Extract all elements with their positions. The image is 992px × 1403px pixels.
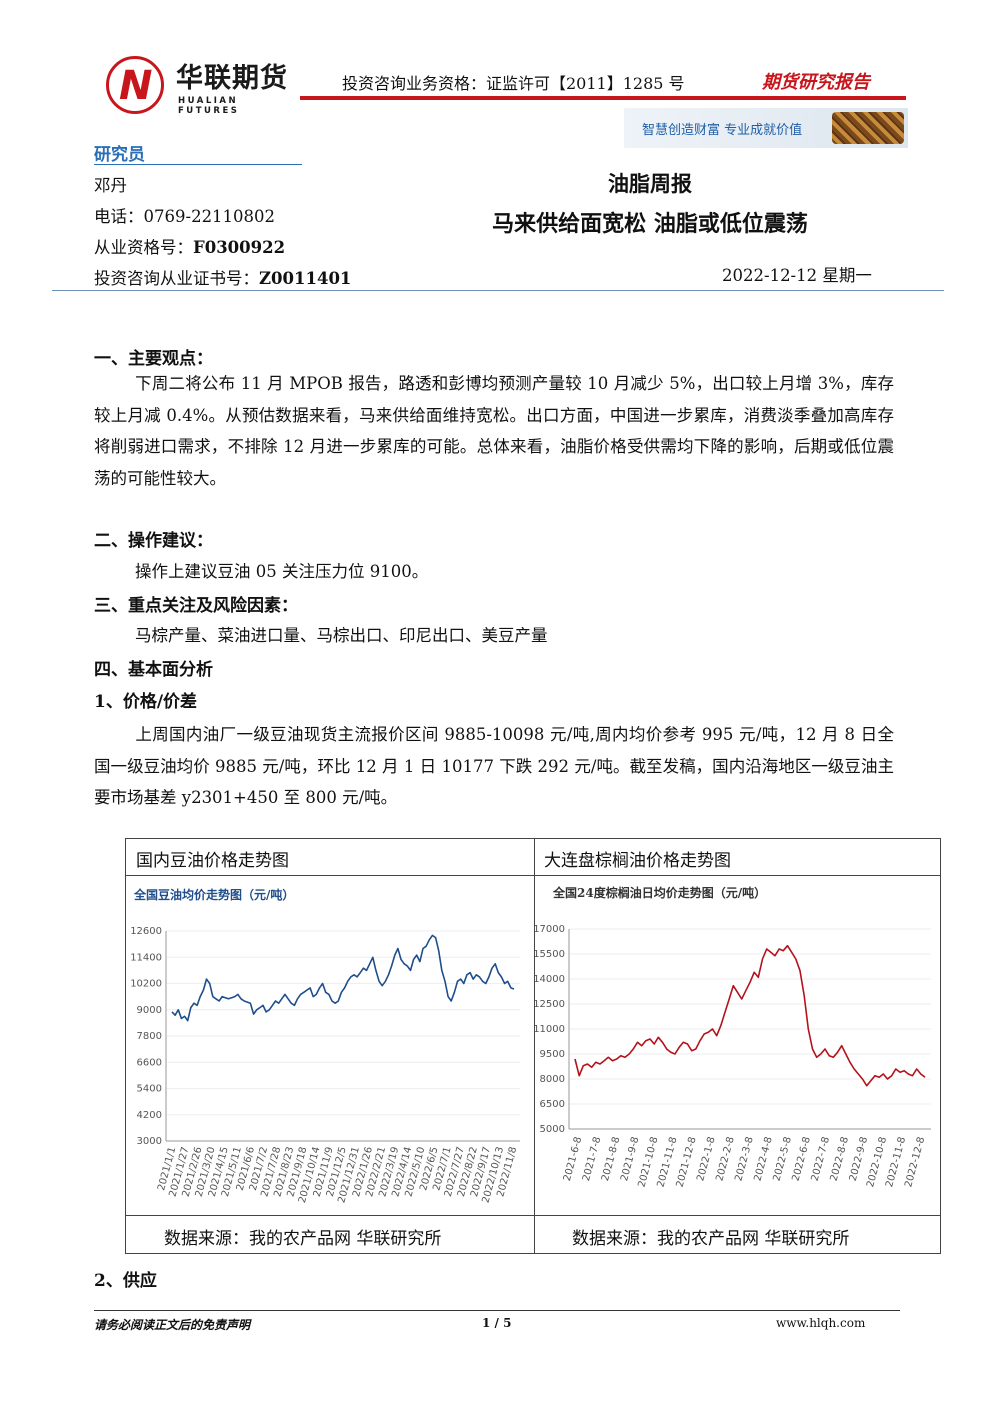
x-tick-label: 2022-6-8: [791, 1136, 813, 1183]
analyst-name: 邓丹: [94, 176, 127, 195]
advisory-number: Z0011401: [259, 269, 352, 288]
y-tick-label: 12600: [130, 926, 162, 937]
company-logo: N 华联期货 HUALIAN FUTURES: [100, 52, 300, 116]
y-tick-label: 7800: [137, 1031, 162, 1042]
footer-website[interactable]: www.hlqh.com: [776, 1316, 866, 1330]
x-tick-label: 2022-5-8: [772, 1136, 794, 1183]
x-tick-label: 2022-7-8: [810, 1136, 832, 1183]
x-tick-label: 2022-1-8: [695, 1136, 717, 1183]
y-tick-label: 15500: [535, 949, 565, 960]
x-tick-label: 2021-9-8: [619, 1136, 641, 1183]
y-tick-label: 17000: [535, 924, 565, 935]
y-tick-label: 11000: [535, 1024, 565, 1035]
x-tick-label: 2022-9-8: [848, 1136, 870, 1183]
chart-table: 国内豆油价格走势图 大连盘棕榈油价格走势图 全国豆油均价走势图（元/吨） 1260…: [125, 838, 941, 1254]
y-tick-label: 5000: [540, 1124, 565, 1135]
chart-title: 全国豆油均价走势图（元/吨）: [133, 887, 294, 902]
y-tick-label: 12500: [535, 999, 565, 1010]
y-tick-label: 8000: [540, 1074, 565, 1085]
report-date: 2022-12-12 星期一: [722, 266, 872, 285]
license-number: F0300922: [193, 238, 286, 257]
right-chart-source: 数据来源：我的农产品网 华联研究所: [572, 1229, 850, 1249]
section-2-title: 二、操作建议：: [94, 531, 213, 551]
x-tick-label: 2021-8-8: [600, 1136, 622, 1183]
analyst-license: 从业资格号：F0300922: [94, 234, 285, 258]
y-tick-label: 10200: [130, 979, 162, 990]
analyst-phone: 电话：0769-22110802: [94, 207, 276, 226]
palm-oil-price-chart: 全国24度棕榈油日均价走势图（元/吨） 17000 15500 14000 12500 1…: [535, 885, 931, 1189]
series-line: [171, 934, 515, 1022]
x-tick-label: 2021-6-8: [562, 1136, 584, 1183]
qualification-line: 投资咨询业务资格：证监许可【2011】1285 号: [342, 74, 685, 93]
footer-disclaimer[interactable]: 请务必阅读正文后的免责声明: [94, 1318, 251, 1332]
y-tick-label: 6500: [540, 1099, 565, 1110]
series-line: [574, 944, 926, 1087]
y-tick-label: 11400: [130, 952, 162, 963]
left-chart-source: 数据来源：我的农产品网 华联研究所: [164, 1229, 442, 1249]
chart-title: 全国24度棕榈油日均价走势图（元/吨）: [552, 885, 766, 900]
section-3-text: 马棕产量、菜油进口量、马棕出口、印尼出口、美豆产量: [135, 626, 548, 645]
footer-rule: [94, 1310, 900, 1311]
report-type: 期货研究报告: [762, 72, 870, 93]
logo-letter: N: [119, 63, 153, 109]
left-chart-caption: 国内豆油价格走势图: [136, 851, 289, 871]
section-4-title: 四、基本面分析: [94, 660, 213, 680]
analyst-advisory: 投资咨询从业证书号：Z0011401: [94, 265, 351, 289]
logo-chinese-name: 华联期货: [176, 63, 288, 94]
advisory-label: 投资咨询从业证书号：: [94, 269, 259, 288]
section-4-1-text: 上周国内油厂一级豆油现货主流报价区间 9885-10098 元/吨,周内均价参考…: [94, 725, 894, 807]
header-blue-rule: [52, 290, 944, 291]
y-tick-label: 9000: [137, 1005, 162, 1016]
report-title: 油脂周报: [608, 172, 692, 196]
y-tick-label: 14000: [535, 974, 565, 985]
analyst-rule: [94, 164, 302, 165]
section-1-title: 一、主要观点：: [94, 349, 213, 369]
section-4-2-title: 2、供应: [94, 1271, 157, 1291]
x-tick-label: 2021-7-8: [581, 1136, 603, 1183]
section-2-text: 操作上建议豆油 05 关注压力位 9100。: [135, 562, 429, 581]
y-tick-label: 4200: [137, 1110, 162, 1121]
report-subtitle: 马来供给面宽松 油脂或低位震荡: [492, 212, 808, 237]
x-tick-label: 2022-3-8: [733, 1136, 755, 1183]
slogan-text: 智慧创造财富 专业成就价值: [642, 123, 803, 138]
y-tick-label: 6600: [137, 1057, 162, 1068]
license-label: 从业资格号：: [94, 238, 193, 257]
header-red-rule: [300, 96, 906, 100]
page-number: 1 / 5: [482, 1316, 512, 1330]
logo-english-name: HUALIAN FUTURES: [178, 96, 240, 116]
x-tick-label: 2022-8-8: [829, 1136, 851, 1183]
logo-emblem-icon: N: [106, 56, 164, 114]
analyst-heading: 研究员: [94, 145, 145, 165]
section-1-text: 下周二将公布 11 月 MPOB 报告，路透和彭博均预测产量较 10 月减少 5…: [94, 374, 894, 488]
right-chart-caption: 大连盘棕榈油价格走势图: [544, 851, 731, 871]
slogan-banner: 智慧创造财富 专业成就价值: [624, 108, 908, 148]
y-tick-label: 9500: [540, 1049, 565, 1060]
section-4-1-title: 1、价格/价差: [94, 692, 198, 712]
slogan-image: [832, 112, 904, 144]
x-tick-label: 2022-2-8: [714, 1136, 736, 1183]
y-tick-label: 5400: [137, 1084, 162, 1095]
section-3-title: 三、重点关注及风险因素：: [94, 596, 298, 616]
y-tick-label: 3000: [137, 1136, 162, 1147]
soybean-oil-price-chart: 全国豆油均价走势图（元/吨） 12600 11400 10200 9000 7800 660…: [130, 887, 520, 1204]
x-tick-label: 2022-4-8: [752, 1136, 774, 1183]
